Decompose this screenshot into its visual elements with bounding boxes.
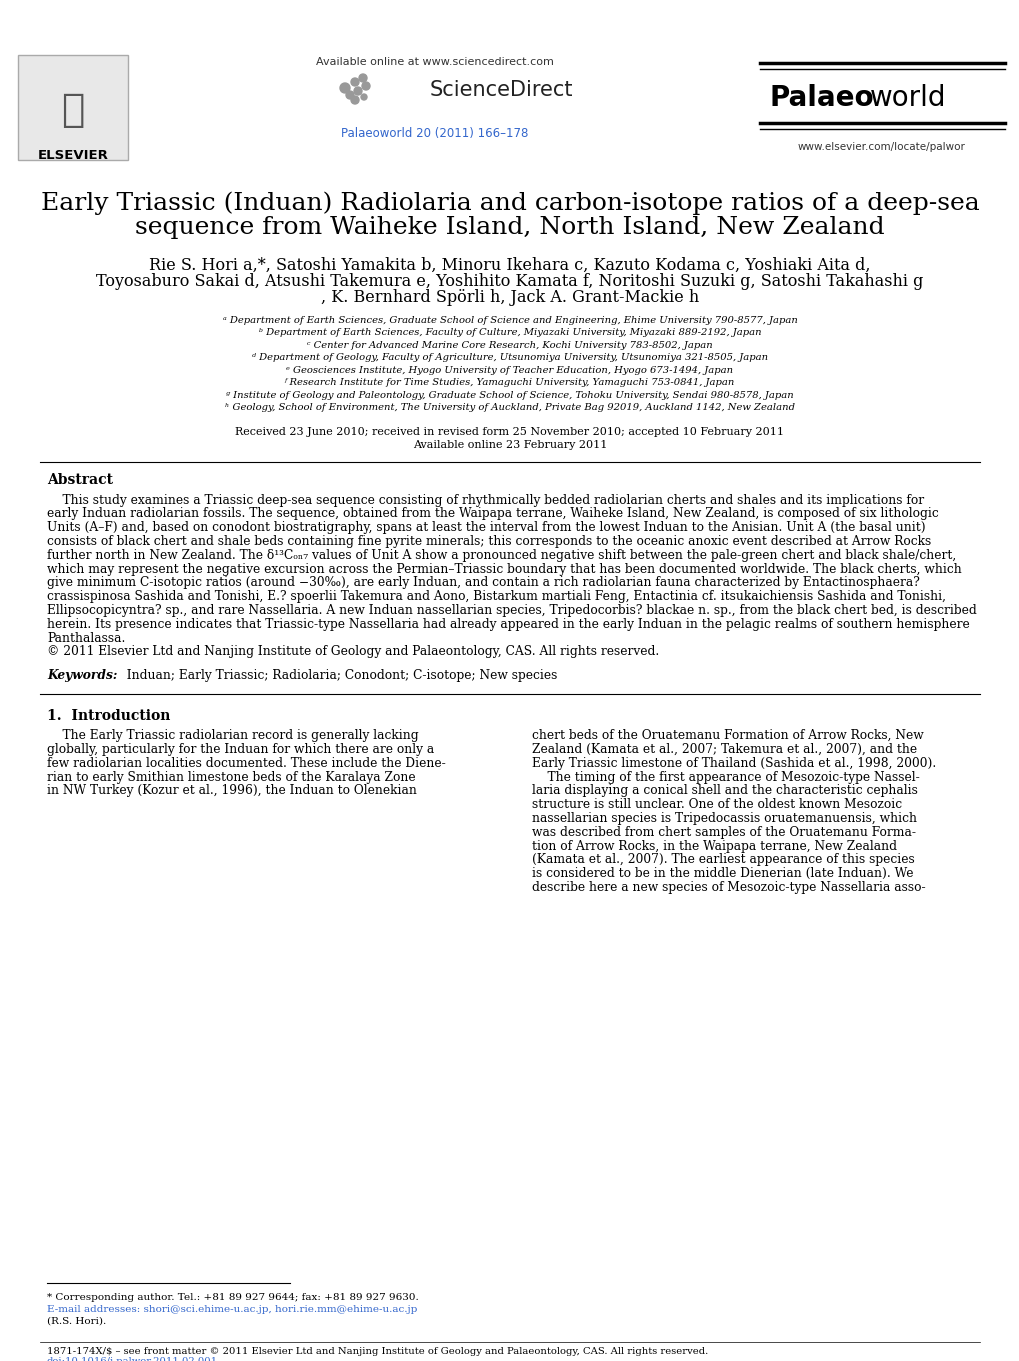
Text: The Early Triassic radiolarian record is generally lacking: The Early Triassic radiolarian record is…	[47, 729, 418, 742]
Text: world: world	[869, 84, 946, 112]
Text: Ellipsocopicyntra? sp., and rare Nassellaria. A new Induan nassellarian species,: Ellipsocopicyntra? sp., and rare Nassell…	[47, 604, 976, 617]
Circle shape	[359, 73, 367, 82]
Text: sequence from Waiheke Island, North Island, New Zealand: sequence from Waiheke Island, North Isla…	[136, 215, 883, 238]
Text: 1.  Introduction: 1. Introduction	[47, 709, 170, 723]
Text: structure is still unclear. One of the oldest known Mesozoic: structure is still unclear. One of the o…	[532, 798, 901, 811]
Text: tion of Arrow Rocks, in the Waipapa terrane, New Zealand: tion of Arrow Rocks, in the Waipapa terr…	[532, 840, 896, 852]
Text: Rie S. Hori a,*, Satoshi Yamakita b, Minoru Ikehara c, Kazuto Kodama c, Yoshiaki: Rie S. Hori a,*, Satoshi Yamakita b, Min…	[149, 256, 870, 274]
Text: The timing of the first appearance of Mesozoic-type Nassel-: The timing of the first appearance of Me…	[532, 770, 919, 784]
Text: Zealand (Kamata et al., 2007; Takemura et al., 2007), and the: Zealand (Kamata et al., 2007; Takemura e…	[532, 743, 916, 755]
Text: Panthalassa.: Panthalassa.	[47, 632, 125, 645]
Text: in NW Turkey (Kozur et al., 1996), the Induan to Olenekian: in NW Turkey (Kozur et al., 1996), the I…	[47, 784, 417, 798]
Text: Abstract: Abstract	[47, 474, 113, 487]
Circle shape	[345, 91, 354, 99]
Text: ᵈ Department of Geology, Faculty of Agriculture, Utsunomiya University, Utsunomi: ᵈ Department of Geology, Faculty of Agri…	[252, 352, 767, 362]
Text: ᶜ Center for Advanced Marine Core Research, Kochi University 783-8502, Japan: ᶜ Center for Advanced Marine Core Resear…	[307, 340, 712, 350]
Text: Induan; Early Triassic; Radiolaria; Conodont; C-isotope; New species: Induan; Early Triassic; Radiolaria; Cono…	[119, 670, 556, 682]
Text: Received 23 June 2010; received in revised form 25 November 2010; accepted 10 Fe: Received 23 June 2010; received in revis…	[235, 427, 784, 437]
Text: Keywords:: Keywords:	[47, 670, 117, 682]
Text: Available online 23 February 2011: Available online 23 February 2011	[413, 440, 606, 450]
Text: Palaeoworld 20 (2011) 166–178: Palaeoworld 20 (2011) 166–178	[341, 127, 528, 139]
Text: (R.S. Hori).: (R.S. Hori).	[47, 1316, 106, 1326]
Text: Toyosaburo Sakai d, Atsushi Takemura e, Yoshihito Kamata f, Noritoshi Suzuki g, : Toyosaburo Sakai d, Atsushi Takemura e, …	[96, 272, 923, 290]
Text: , K. Bernhard Spörli h, Jack A. Grant-Mackie h: , K. Bernhard Spörli h, Jack A. Grant-Ma…	[321, 289, 698, 305]
Text: ʰ Geology, School of Environment, The University of Auckland, Private Bag 92019,: ʰ Geology, School of Environment, The Un…	[225, 403, 794, 412]
Text: doi:10.1016/j.palwor.2011.02.001: doi:10.1016/j.palwor.2011.02.001	[47, 1357, 218, 1361]
Circle shape	[361, 94, 367, 99]
Text: This study examines a Triassic deep-sea sequence consisting of rhythmically bedd: This study examines a Triassic deep-sea …	[47, 494, 923, 506]
Text: herein. Its presence indicates that Triassic-type Nassellaria had already appear: herein. Its presence indicates that Tria…	[47, 618, 969, 630]
Circle shape	[354, 87, 362, 95]
Text: (Kamata et al., 2007). The earliest appearance of this species: (Kamata et al., 2007). The earliest appe…	[532, 853, 914, 867]
Text: few radiolarian localities documented. These include the Diene-: few radiolarian localities documented. T…	[47, 757, 445, 770]
Circle shape	[339, 83, 350, 93]
Text: early Induan radiolarian fossils. The sequence, obtained from the Waipapa terran: early Induan radiolarian fossils. The se…	[47, 508, 937, 520]
Text: which may represent the negative excursion across the Permian–Triassic boundary : which may represent the negative excursi…	[47, 562, 961, 576]
Text: Available online at www.sciencedirect.com: Available online at www.sciencedirect.co…	[316, 57, 553, 67]
Circle shape	[351, 78, 359, 86]
Text: describe here a new species of Mesozoic-type Nassellaria asso-: describe here a new species of Mesozoic-…	[532, 881, 924, 894]
FancyBboxPatch shape	[18, 54, 127, 161]
Text: 🌳: 🌳	[61, 91, 85, 129]
Text: ᵇ Department of Earth Sciences, Faculty of Culture, Miyazaki University, Miyazak: ᵇ Department of Earth Sciences, Faculty …	[259, 328, 760, 338]
Text: ᶠ Research Institute for Time Studies, Yamaguchi University, Yamaguchi 753-0841,: ᶠ Research Institute for Time Studies, Y…	[284, 378, 735, 387]
Text: was described from chert samples of the Oruatemanu Forma-: was described from chert samples of the …	[532, 826, 915, 838]
Circle shape	[351, 97, 359, 103]
Text: laria displaying a conical shell and the characteristic cephalis: laria displaying a conical shell and the…	[532, 784, 917, 798]
Text: consists of black chert and shale beds containing fine pyrite minerals; this cor: consists of black chert and shale beds c…	[47, 535, 930, 548]
Text: * Corresponding author. Tel.: +81 89 927 9644; fax: +81 89 927 9630.: * Corresponding author. Tel.: +81 89 927…	[47, 1293, 419, 1301]
Text: Early Triassic (Induan) Radiolaria and carbon-isotope ratios of a deep-sea: Early Triassic (Induan) Radiolaria and c…	[41, 192, 978, 215]
Text: globally, particularly for the Induan for which there are only a: globally, particularly for the Induan fo…	[47, 743, 434, 755]
Text: is considered to be in the middle Dienerian (late Induan). We: is considered to be in the middle Diener…	[532, 867, 913, 881]
Text: © 2011 Elsevier Ltd and Nanjing Institute of Geology and Palaeontology, CAS. All: © 2011 Elsevier Ltd and Nanjing Institut…	[47, 645, 658, 659]
Text: Units (A–F) and, based on conodont biostratigraphy, spans at least the interval : Units (A–F) and, based on conodont biost…	[47, 521, 924, 534]
Text: crassispinosa Sashida and Tonishi, E.? spoerlii Takemura and Aono, Bistarkum mar: crassispinosa Sashida and Tonishi, E.? s…	[47, 591, 945, 603]
Text: rian to early Smithian limestone beds of the Karalaya Zone: rian to early Smithian limestone beds of…	[47, 770, 415, 784]
Text: further north in New Zealand. The δ¹³Cₒₙ₇ values of Unit A show a pronounced neg: further north in New Zealand. The δ¹³Cₒₙ…	[47, 548, 956, 562]
Text: www.elsevier.com/locate/palwor: www.elsevier.com/locate/palwor	[797, 142, 965, 152]
Text: ᵃ Department of Earth Sciences, Graduate School of Science and Engineering, Ehim: ᵃ Department of Earth Sciences, Graduate…	[222, 316, 797, 324]
Text: Early Triassic limestone of Thailand (Sashida et al., 1998, 2000).: Early Triassic limestone of Thailand (Sa…	[532, 757, 935, 770]
Text: ScienceDirect: ScienceDirect	[430, 80, 573, 99]
Text: give minimum C-isotopic ratios (around −30‰), are early Induan, and contain a ri: give minimum C-isotopic ratios (around −…	[47, 576, 919, 589]
Text: nassellarian species is Tripedocassis oruatemanuensis, which: nassellarian species is Tripedocassis or…	[532, 813, 916, 825]
Circle shape	[362, 82, 370, 90]
Text: ᵍ Institute of Geology and Paleontology, Graduate School of Science, Tohoku Univ: ᵍ Institute of Geology and Paleontology,…	[226, 391, 793, 400]
Text: E-mail addresses: shori@sci.ehime-u.ac.jp, hori.rie.mm@ehime-u.ac.jp: E-mail addresses: shori@sci.ehime-u.ac.j…	[47, 1304, 417, 1313]
Text: ᵉ Geosciences Institute, Hyogo University of Teacher Education, Hyogo 673-1494, : ᵉ Geosciences Institute, Hyogo Universit…	[286, 366, 733, 374]
Text: chert beds of the Oruatemanu Formation of Arrow Rocks, New: chert beds of the Oruatemanu Formation o…	[532, 729, 923, 742]
Text: 1871-174X/$ – see front matter © 2011 Elsevier Ltd and Nanjing Institute of Geol: 1871-174X/$ – see front matter © 2011 El…	[47, 1347, 707, 1357]
Text: Palaeo: Palaeo	[769, 84, 873, 112]
Text: ELSEVIER: ELSEVIER	[38, 148, 108, 162]
